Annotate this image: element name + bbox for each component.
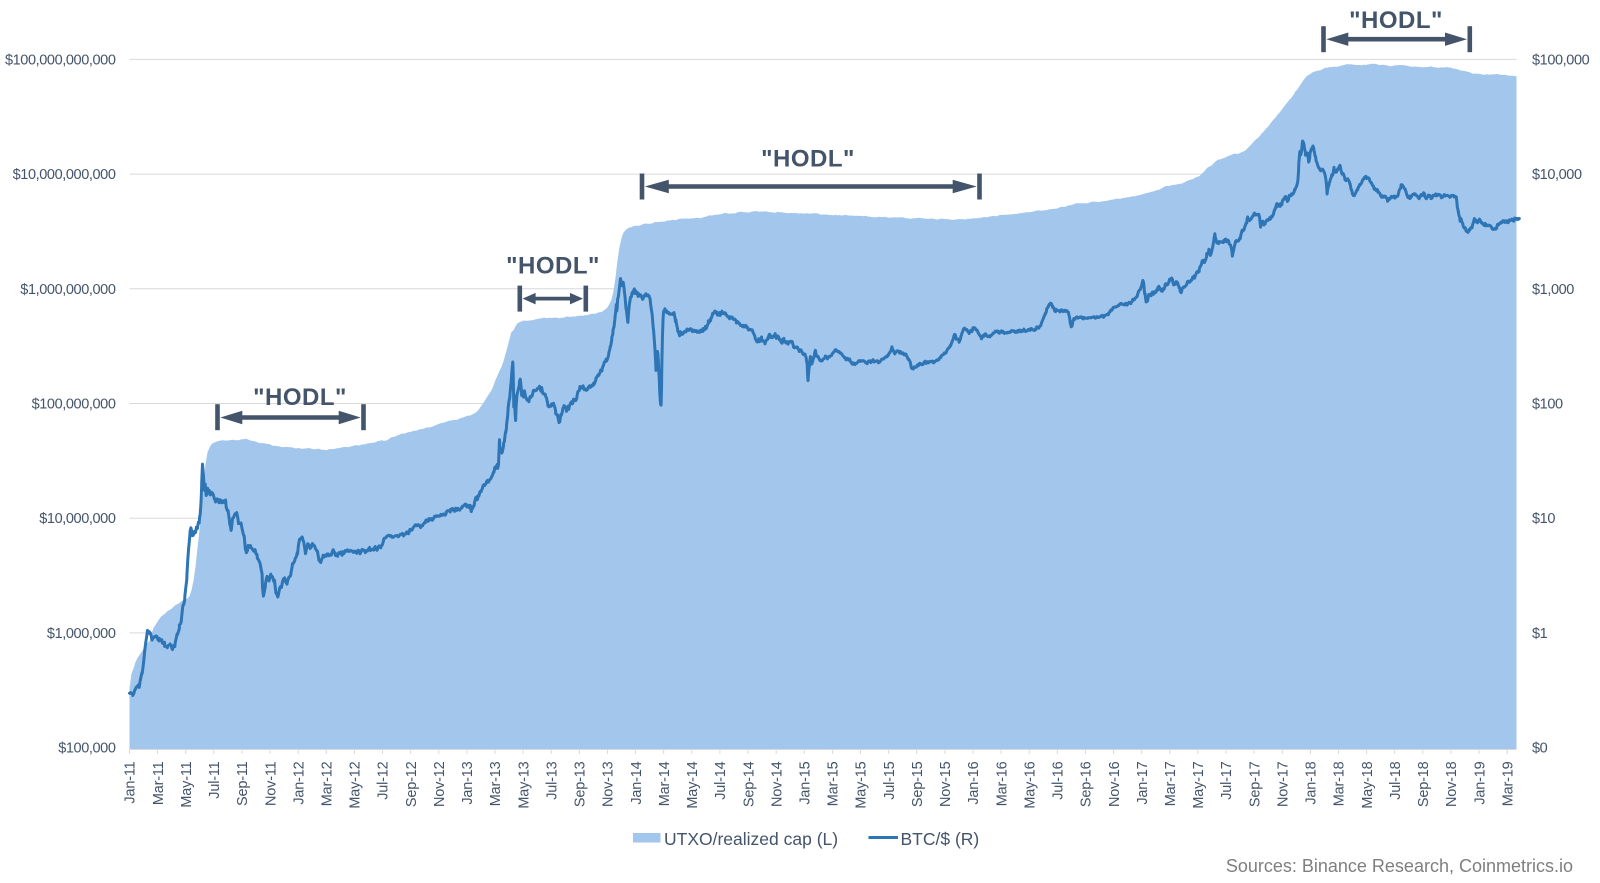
- svg-text:"HODL": "HODL": [506, 253, 600, 280]
- svg-text:Mar-11: Mar-11: [151, 761, 167, 805]
- svg-text:Nov-15: Nov-15: [938, 761, 954, 807]
- svg-text:May-17: May-17: [1191, 761, 1207, 808]
- svg-text:Mar-19: Mar-19: [1500, 761, 1516, 806]
- svg-text:Sep-11: Sep-11: [235, 761, 251, 806]
- svg-text:Nov-14: Nov-14: [769, 761, 785, 807]
- svg-text:Sep-17: Sep-17: [1247, 761, 1263, 807]
- svg-text:$10,000,000: $10,000,000: [39, 511, 116, 527]
- svg-text:$10: $10: [1532, 511, 1555, 527]
- svg-text:Nov-16: Nov-16: [1107, 761, 1123, 807]
- svg-text:Sep-12: Sep-12: [404, 761, 420, 807]
- svg-text:BTC/$ (R): BTC/$ (R): [901, 829, 980, 849]
- svg-text:$100: $100: [1532, 397, 1563, 413]
- svg-text:Jul-14: Jul-14: [713, 761, 729, 799]
- svg-text:May-16: May-16: [1022, 761, 1038, 808]
- svg-text:Sep-13: Sep-13: [573, 761, 589, 807]
- svg-text:Sources: Binance Research, Coi: Sources: Binance Research, Coinmetrics.i…: [1226, 856, 1573, 876]
- svg-text:$100,000: $100,000: [1532, 52, 1590, 68]
- svg-text:Nov-17: Nov-17: [1275, 761, 1291, 807]
- svg-text:Mar-14: Mar-14: [657, 761, 673, 806]
- svg-text:Jan-13: Jan-13: [460, 761, 476, 804]
- svg-text:Mar-15: Mar-15: [826, 761, 842, 806]
- svg-text:Sep-18: Sep-18: [1416, 761, 1432, 807]
- svg-text:Sep-15: Sep-15: [910, 761, 926, 807]
- svg-text:Nov-18: Nov-18: [1444, 761, 1460, 807]
- svg-text:Jul-12: Jul-12: [376, 761, 392, 799]
- svg-text:Mar-13: Mar-13: [488, 761, 504, 806]
- svg-text:May-13: May-13: [516, 761, 532, 808]
- svg-text:Nov-12: Nov-12: [432, 761, 448, 807]
- svg-text:Jul-17: Jul-17: [1219, 761, 1235, 799]
- svg-text:Jan-14: Jan-14: [629, 761, 645, 804]
- svg-text:Jan-17: Jan-17: [1135, 761, 1151, 804]
- svg-text:Jan-12: Jan-12: [291, 761, 307, 804]
- svg-text:"HODL": "HODL": [253, 384, 347, 411]
- svg-text:Jan-19: Jan-19: [1472, 761, 1488, 804]
- svg-text:$1,000: $1,000: [1532, 282, 1574, 298]
- svg-text:$1: $1: [1532, 626, 1548, 642]
- svg-text:Nov-11: Nov-11: [263, 761, 279, 806]
- svg-text:Jan-16: Jan-16: [966, 761, 982, 804]
- svg-text:Mar-17: Mar-17: [1163, 761, 1179, 806]
- svg-text:Mar-12: Mar-12: [320, 761, 336, 806]
- svg-text:$1,000,000,000: $1,000,000,000: [20, 282, 116, 298]
- svg-text:May-11: May-11: [179, 761, 195, 807]
- svg-text:$0: $0: [1532, 741, 1548, 757]
- svg-text:Sep-16: Sep-16: [1079, 761, 1095, 807]
- svg-text:Mar-16: Mar-16: [994, 761, 1010, 806]
- svg-text:Jan-18: Jan-18: [1304, 761, 1320, 804]
- svg-text:Jan-11: Jan-11: [123, 761, 139, 803]
- svg-text:May-12: May-12: [348, 761, 364, 808]
- svg-text:Jul-18: Jul-18: [1388, 761, 1404, 799]
- svg-text:"HODL": "HODL": [761, 146, 855, 173]
- svg-text:$10,000: $10,000: [1532, 167, 1582, 183]
- svg-text:Sep-14: Sep-14: [741, 761, 757, 807]
- svg-text:$100,000: $100,000: [58, 741, 116, 757]
- svg-text:May-15: May-15: [854, 761, 870, 808]
- svg-text:Mar-18: Mar-18: [1332, 761, 1348, 806]
- svg-text:UTXO/realized cap (L): UTXO/realized cap (L): [664, 829, 838, 849]
- svg-text:Jul-11: Jul-11: [207, 761, 223, 798]
- svg-text:$100,000,000,000: $100,000,000,000: [5, 52, 116, 68]
- svg-text:"HODL": "HODL": [1349, 7, 1443, 34]
- svg-text:Jul-15: Jul-15: [882, 761, 898, 799]
- svg-text:Jan-15: Jan-15: [797, 761, 813, 804]
- svg-text:Jul-16: Jul-16: [1051, 761, 1067, 799]
- svg-text:May-14: May-14: [685, 761, 701, 808]
- svg-text:May-18: May-18: [1360, 761, 1376, 808]
- svg-text:$1,000,000: $1,000,000: [47, 626, 116, 642]
- svg-text:$100,000,000: $100,000,000: [32, 397, 116, 413]
- svg-text:Nov-13: Nov-13: [601, 761, 617, 807]
- svg-text:$10,000,000,000: $10,000,000,000: [13, 167, 116, 183]
- svg-text:Jul-13: Jul-13: [544, 761, 560, 799]
